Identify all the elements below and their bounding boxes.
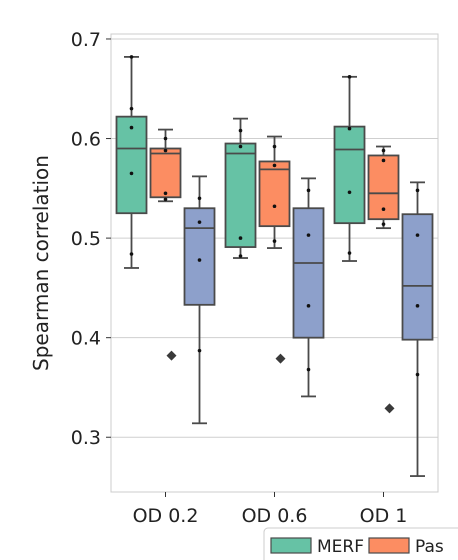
outlier-marker xyxy=(384,403,395,414)
x-tick-label: OD 0.6 xyxy=(242,505,308,527)
data-point xyxy=(197,258,202,262)
data-point xyxy=(238,236,243,240)
box-iqr xyxy=(115,115,148,215)
data-point xyxy=(272,144,277,149)
box-group xyxy=(275,177,325,398)
box-iqr xyxy=(333,125,366,225)
data-point xyxy=(415,372,420,377)
y-tick-label: 0.3 xyxy=(71,427,101,449)
data-point xyxy=(163,148,168,153)
data-point xyxy=(415,233,420,237)
boxes xyxy=(115,55,434,477)
y-axis-title: Spearman correlation xyxy=(29,155,53,371)
y-tick-label: 0.6 xyxy=(71,129,101,151)
y-tick-label: 0.5 xyxy=(71,228,101,250)
data-point xyxy=(347,75,352,79)
box-group xyxy=(149,128,182,203)
data-point xyxy=(347,126,352,131)
box-iqr xyxy=(224,142,257,248)
data-point xyxy=(306,367,311,372)
box-iqr xyxy=(292,207,325,339)
box-group xyxy=(333,75,366,262)
data-point xyxy=(163,191,168,196)
box-group xyxy=(115,55,148,269)
data-point xyxy=(163,197,168,202)
box-group xyxy=(166,175,216,425)
box-group xyxy=(367,145,400,230)
data-point xyxy=(238,254,243,258)
box-group xyxy=(224,117,257,259)
data-point xyxy=(381,148,386,153)
data-point xyxy=(306,233,311,237)
outlier-marker xyxy=(275,353,286,364)
y-axis-ticks: 0.3 0.4 0.5 0.6 0.7 xyxy=(71,29,111,449)
data-point xyxy=(129,252,134,256)
legend-swatch xyxy=(368,537,410,554)
legend-label: MERF xyxy=(317,537,364,557)
data-point xyxy=(129,55,134,59)
box-iqr xyxy=(149,147,182,199)
data-point xyxy=(238,128,243,133)
box-group xyxy=(258,135,291,249)
data-point xyxy=(415,304,420,308)
box-iqr xyxy=(183,207,216,306)
data-point xyxy=(129,171,134,176)
data-point xyxy=(272,204,277,209)
data-point xyxy=(272,239,277,243)
data-point xyxy=(347,251,352,255)
y-tick-label: 0.7 xyxy=(71,29,101,51)
data-point xyxy=(381,158,386,163)
x-tick-label: OD 0.2 xyxy=(133,505,199,527)
legend-label: Pas xyxy=(415,537,444,557)
legend-swatch xyxy=(270,537,312,554)
box-iqr xyxy=(401,213,434,341)
data-point xyxy=(347,190,352,195)
data-point xyxy=(415,188,420,193)
data-point xyxy=(129,106,134,111)
outlier-marker xyxy=(166,350,177,361)
data-point xyxy=(306,304,311,308)
box-iqr xyxy=(258,160,291,228)
y-tick-label: 0.4 xyxy=(71,328,101,350)
x-tick-label: OD 1 xyxy=(360,505,408,527)
data-point xyxy=(197,348,202,353)
data-point xyxy=(197,196,202,201)
data-point xyxy=(129,125,134,130)
data-point xyxy=(306,188,311,193)
legend: MERF Pas xyxy=(263,527,458,560)
data-point xyxy=(197,220,202,224)
data-point xyxy=(163,136,168,141)
data-point xyxy=(381,207,386,212)
x-axis-ticks: OD 0.2 OD 0.6 OD 1 xyxy=(133,492,408,527)
data-point xyxy=(238,144,243,149)
data-point xyxy=(381,222,386,226)
box-group xyxy=(384,181,434,477)
data-point xyxy=(272,163,277,168)
